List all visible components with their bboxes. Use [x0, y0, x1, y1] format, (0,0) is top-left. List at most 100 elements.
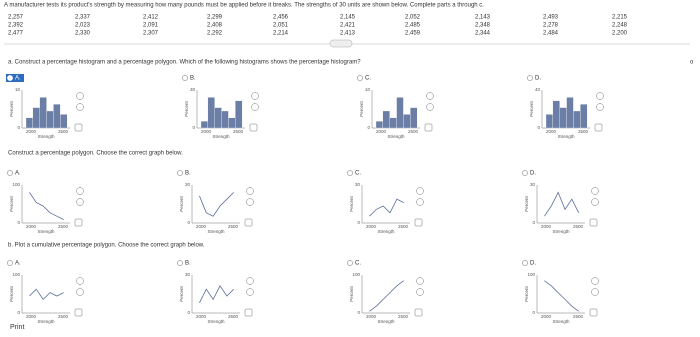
question-prompt: Construct a percentage polygon. Choose t…: [8, 151, 183, 157]
selected-highlight: [6, 74, 24, 82]
x-tick-left: 2000: [366, 224, 377, 229]
zoom-out[interactable]: [591, 198, 599, 206]
zoom-out[interactable]: [416, 198, 424, 206]
x-tick-right: 2500: [58, 129, 69, 134]
zoom-out[interactable]: [76, 288, 84, 296]
open-graph[interactable]: [244, 218, 253, 227]
table-cell: 2,408: [207, 23, 223, 29]
table-cell: 2,248: [612, 23, 628, 29]
info-icon[interactable]: o: [690, 60, 694, 66]
x-tick-right: 2500: [58, 314, 69, 319]
radio-button[interactable]: [522, 260, 528, 266]
zoom-in[interactable]: [591, 277, 599, 285]
zoom-in[interactable]: [76, 92, 84, 100]
x-tick-right: 2500: [578, 129, 589, 134]
option-label: D.: [535, 76, 541, 82]
open-graph[interactable]: [589, 308, 598, 317]
open-graph[interactable]: [74, 218, 83, 227]
x-tick-right: 2500: [408, 129, 419, 134]
mini-line: [544, 191, 580, 217]
radio-button[interactable]: [7, 170, 13, 176]
zoom-in[interactable]: [596, 92, 604, 100]
zoom-out[interactable]: [596, 103, 604, 111]
x-tick-right: 2500: [233, 129, 244, 134]
expand-button[interactable]: [329, 39, 353, 48]
x-axis-label: Strength: [387, 134, 405, 139]
y-axis-label: Percent: [9, 100, 14, 116]
radio-button[interactable]: [347, 260, 353, 266]
zoom-in[interactable]: [251, 92, 259, 100]
table-cell: 2,412: [143, 15, 159, 21]
radio-button[interactable]: [177, 260, 183, 266]
mini-bar: [566, 97, 574, 129]
zoom-in[interactable]: [246, 187, 254, 195]
y-axis-label: Percent: [524, 195, 529, 211]
mini-bar: [559, 107, 567, 129]
mini-line: [199, 285, 234, 303]
radio-button[interactable]: [7, 260, 13, 266]
radio-button[interactable]: [182, 75, 188, 81]
x-axis-label: Strength: [207, 229, 225, 234]
zoom-in[interactable]: [591, 187, 599, 195]
zoom-in[interactable]: [76, 277, 84, 285]
table-cell: 2,484: [543, 31, 559, 37]
radio-button[interactable]: [357, 75, 363, 81]
y-tick-bottom: 0: [357, 220, 360, 225]
open-graph[interactable]: [414, 308, 423, 317]
y-axis-label: Percent: [9, 285, 14, 301]
open-graph[interactable]: [74, 123, 83, 132]
mini-line: [369, 198, 404, 217]
radio-button[interactable]: [177, 170, 183, 176]
y-tick-top: 100: [527, 272, 535, 277]
zoom-out[interactable]: [251, 103, 259, 111]
y-axis-label: Percent: [179, 285, 184, 301]
zoom-out[interactable]: [246, 288, 254, 296]
option-label: B.: [185, 261, 191, 267]
zoom-out[interactable]: [591, 288, 599, 296]
zoom-out[interactable]: [426, 103, 434, 111]
open-graph[interactable]: [594, 123, 603, 132]
y-tick-top: 10: [15, 87, 21, 92]
zoom-in[interactable]: [76, 187, 84, 195]
table-cell: 2,330: [75, 31, 91, 37]
y-tick-top: 100: [352, 272, 360, 277]
zoom-in[interactable]: [246, 277, 254, 285]
zoom-out[interactable]: [76, 103, 84, 111]
open-graph[interactable]: [424, 123, 433, 132]
x-tick-left: 2000: [201, 129, 212, 134]
mini-bar: [545, 114, 554, 129]
radio-button[interactable]: [527, 75, 533, 81]
zoom-out[interactable]: [76, 198, 84, 206]
x-tick-left: 2000: [541, 224, 552, 229]
table-cell: 2,292: [207, 31, 223, 37]
option-label: C.: [365, 76, 371, 82]
radio-button[interactable]: [7, 75, 13, 81]
y-axis-label: Percent: [529, 100, 534, 116]
zoom-in[interactable]: [426, 92, 434, 100]
zoom-out[interactable]: [416, 288, 424, 296]
open-graph[interactable]: [244, 308, 253, 317]
table-cell: 2,200: [612, 31, 628, 37]
mini-bar: [389, 117, 397, 129]
print-link[interactable]: Print: [10, 324, 24, 331]
x-tick-right: 2500: [573, 314, 584, 319]
radio-button[interactable]: [522, 170, 528, 176]
zoom-in[interactable]: [416, 187, 424, 195]
zoom-in[interactable]: [416, 277, 424, 285]
option-label: B.: [185, 171, 191, 177]
option-label: A.: [15, 171, 21, 177]
mini-bar: [235, 100, 243, 129]
zoom-out[interactable]: [246, 198, 254, 206]
y-tick-top: 100: [12, 182, 20, 187]
open-graph[interactable]: [74, 308, 83, 317]
open-graph[interactable]: [414, 218, 423, 227]
y-axis-label: Percent: [349, 285, 354, 301]
table-cell: 2,459: [405, 31, 421, 37]
mini-line: [29, 192, 64, 220]
open-graph[interactable]: [589, 218, 598, 227]
open-graph[interactable]: [249, 123, 258, 132]
table-cell: 2,299: [207, 15, 223, 21]
mini-line: [544, 280, 579, 312]
radio-button[interactable]: [347, 170, 353, 176]
